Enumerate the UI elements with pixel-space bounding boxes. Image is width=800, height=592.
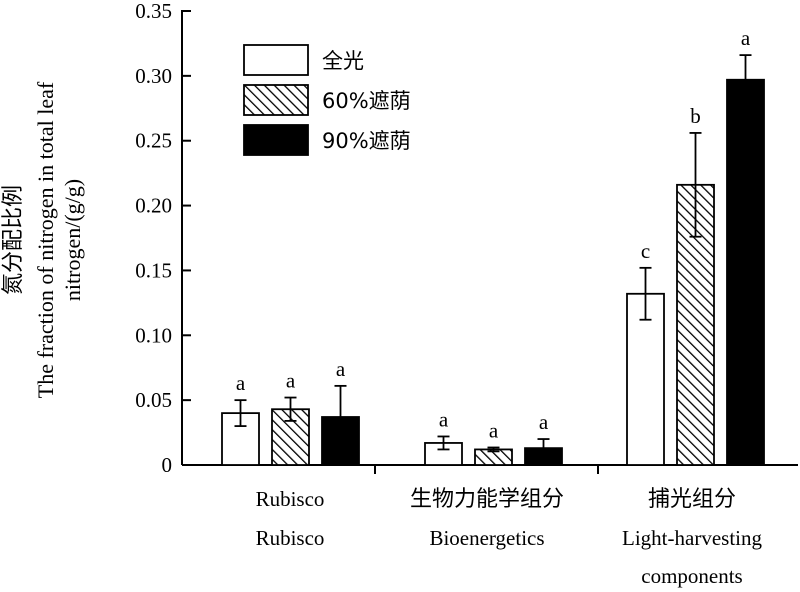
significance-label: a: [336, 357, 346, 381]
legend: 全光 60%遮荫 90%遮荫: [243, 44, 411, 156]
significance-label: a: [489, 418, 499, 442]
legend-label: 60%遮荫: [322, 89, 411, 113]
legend-swatch: [243, 84, 309, 116]
legend-swatch: [243, 124, 309, 156]
category-labels: Rubisco Rubisco 生物力能学组分 Bioenergetics 捕光组分 Li…: [256, 487, 763, 588]
y-axis-label-en-line2: nitrogen/(g/g): [60, 179, 85, 301]
y-tick-label: 0.20: [135, 194, 172, 218]
y-tick-label: 0: [162, 453, 173, 477]
category-label-bottom: Bioenergetics: [429, 526, 544, 550]
y-tick-label: 0.15: [135, 258, 172, 282]
significance-label: a: [236, 371, 246, 395]
y-tick-label: 0.35: [135, 0, 172, 23]
significance-label: a: [439, 407, 449, 431]
significance-label: c: [641, 239, 650, 263]
y-axis-label-en-line1: The fraction of nitrogen in total leaf: [33, 81, 58, 398]
y-axis-label-zh: 氮分配比例: [0, 185, 25, 295]
significance-label: a: [539, 410, 549, 434]
category-label-top: 生物力能学组分: [410, 487, 564, 512]
significance-label: b: [690, 104, 701, 128]
category-label-top: Rubisco: [256, 487, 325, 511]
category-label-bottom: Rubisco: [256, 526, 325, 550]
significance-label: a: [286, 369, 296, 393]
bars: a a c a a b a a a: [221, 26, 765, 466]
y-tick-label: 0.25: [135, 129, 172, 153]
legend-swatch: [243, 44, 309, 76]
legend-label: 全光: [322, 49, 364, 73]
category-label-top: 捕光组分: [648, 487, 736, 512]
y-ticks: 0 0.05 0.10 0.15 0.20 0.25 0.30 0.35: [135, 0, 191, 477]
legend-label: 90%遮荫: [322, 129, 411, 153]
significance-label: a: [741, 26, 751, 50]
y-tick-label: 0.30: [135, 64, 172, 88]
category-label-bottom2: components: [641, 564, 742, 588]
y-tick-label: 0.05: [135, 388, 172, 412]
y-tick-label: 0.10: [135, 323, 172, 347]
bar: [626, 292, 665, 466]
category-label-bottom: Light-harvesting: [622, 526, 762, 550]
bar: [726, 78, 765, 466]
